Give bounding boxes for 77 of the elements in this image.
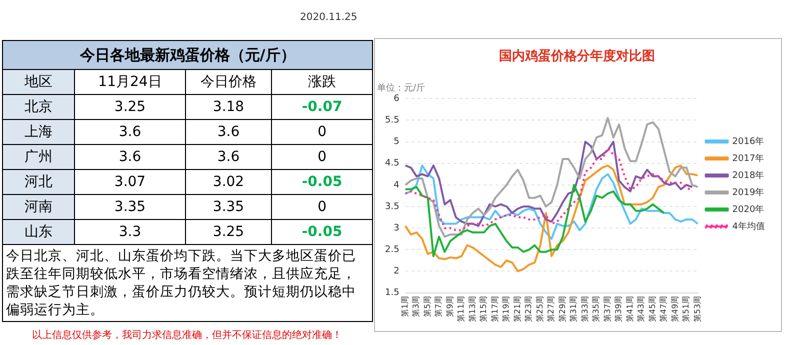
y-axis-title: 单位：元/斤 — [377, 82, 426, 94]
y-tick-label: 2.5 — [384, 245, 400, 256]
x-tick-label: 第1周 — [400, 296, 410, 317]
category-label: 涨跌 — [272, 70, 373, 94]
x-tick-label: 第51周 — [682, 296, 691, 322]
legend-label: 2019年 — [732, 186, 764, 198]
category-label: 广州 — [24, 149, 52, 165]
category-label: 上海 — [24, 124, 52, 140]
x-tick-label: 第3周 — [412, 296, 421, 317]
text: -0.05 — [302, 174, 342, 190]
category-label: 北京 — [24, 99, 52, 115]
x-tick-label: 第33周 — [580, 296, 590, 322]
x-tick-label: 第7周 — [434, 296, 444, 317]
category-label: 山东 — [24, 224, 52, 240]
x-tick-label: 第35周 — [592, 296, 601, 322]
x-tick-label: 第41周 — [625, 296, 634, 322]
x-tick-label: 第19周 — [502, 296, 511, 322]
text: 0 — [318, 124, 326, 140]
text: 3.07 — [114, 174, 146, 190]
x-tick-label: 第21周 — [512, 296, 522, 322]
y-tick-label: 4.5 — [384, 158, 400, 169]
text: 2020.11.25 — [300, 12, 358, 23]
y-tick-label: 2 — [394, 266, 400, 277]
x-tick-label: 第17周 — [490, 296, 500, 322]
x-tick-label: 第31周 — [569, 296, 578, 322]
x-tick-label: 第13周 — [468, 296, 477, 322]
x-tick-label: 第53周 — [692, 296, 702, 322]
x-tick-label: 第9周 — [445, 296, 454, 317]
y-tick-label: 6 — [394, 94, 400, 104]
y-tick-label: 1.5 — [384, 288, 400, 298]
text: 3.3 — [118, 224, 142, 240]
y-tick-label: 3 — [394, 223, 400, 234]
text: 今日各地最新鸡蛋价格（元/斤） — [2, 40, 373, 70]
legend-label: 2018年 — [732, 170, 764, 181]
x-tick-label: 第49周 — [670, 296, 680, 322]
text: 3.6 — [217, 124, 240, 140]
text: 3.6 — [217, 149, 240, 165]
y-tick-label: 5 — [394, 137, 400, 148]
text: 3.6 — [118, 149, 142, 165]
x-tick-label: 第29周 — [558, 296, 567, 322]
legend-label: 4年均值 — [732, 220, 766, 232]
text: 0 — [318, 149, 326, 165]
text: 地区 — [2, 70, 74, 94]
x-tick-label: 第39周 — [614, 296, 624, 322]
category-label: 河南 — [24, 199, 52, 215]
text: 3.25 — [212, 224, 244, 240]
legend-label: 2020年 — [732, 204, 764, 215]
y-tick-label: 4 — [394, 180, 400, 190]
y-tick-label: 5.5 — [384, 116, 400, 126]
text: 3.6 — [118, 124, 142, 140]
text: 今日北京、河北、山东蛋价均下跌。当下大多地区蛋价已跌至往年同期较低水平，市场看空情绪浓，且供应充足，需求缺乏节日刺激，蛋价压力仍较大。预计短期仍以稳中偏弱运行为主。 — [2, 244, 373, 322]
y-tick-label: 3.5 — [384, 202, 400, 212]
x-tick-label: 第37周 — [602, 296, 612, 322]
category-label: 今日价格 — [186, 70, 272, 94]
text: 以上信息仅供参考，我司力求信息准确，但并不保证信息的绝对准确！ — [31, 328, 343, 342]
text: 3.35 — [114, 199, 146, 215]
x-tick-label: 第5周 — [422, 296, 432, 317]
x-tick-label: 第43周 — [636, 296, 646, 322]
category-label: 河北 — [24, 174, 52, 190]
category-label: 11月24日 — [74, 70, 186, 94]
text: 3.25 — [114, 99, 146, 115]
x-tick-label: 第15周 — [479, 296, 488, 322]
x-tick-label: 第27周 — [546, 296, 556, 322]
chart-title: 国内鸡蛋价格分年度对比图 — [499, 48, 655, 64]
text: 0 — [318, 199, 326, 215]
text: -0.07 — [302, 99, 342, 115]
text: 3.35 — [212, 199, 244, 215]
x-tick-label: 第45周 — [648, 296, 657, 322]
text: -0.05 — [302, 224, 342, 240]
x-tick-label: 第23周 — [524, 296, 534, 322]
x-tick-label: 第25周 — [535, 296, 544, 322]
x-tick-label: 第11周 — [456, 296, 466, 322]
text: 3.18 — [212, 99, 244, 115]
x-tick-label: 第47周 — [659, 296, 668, 322]
text: 3.02 — [212, 174, 244, 190]
legend-label: 2016年 — [732, 136, 764, 147]
legend-label: 2017年 — [732, 152, 764, 164]
